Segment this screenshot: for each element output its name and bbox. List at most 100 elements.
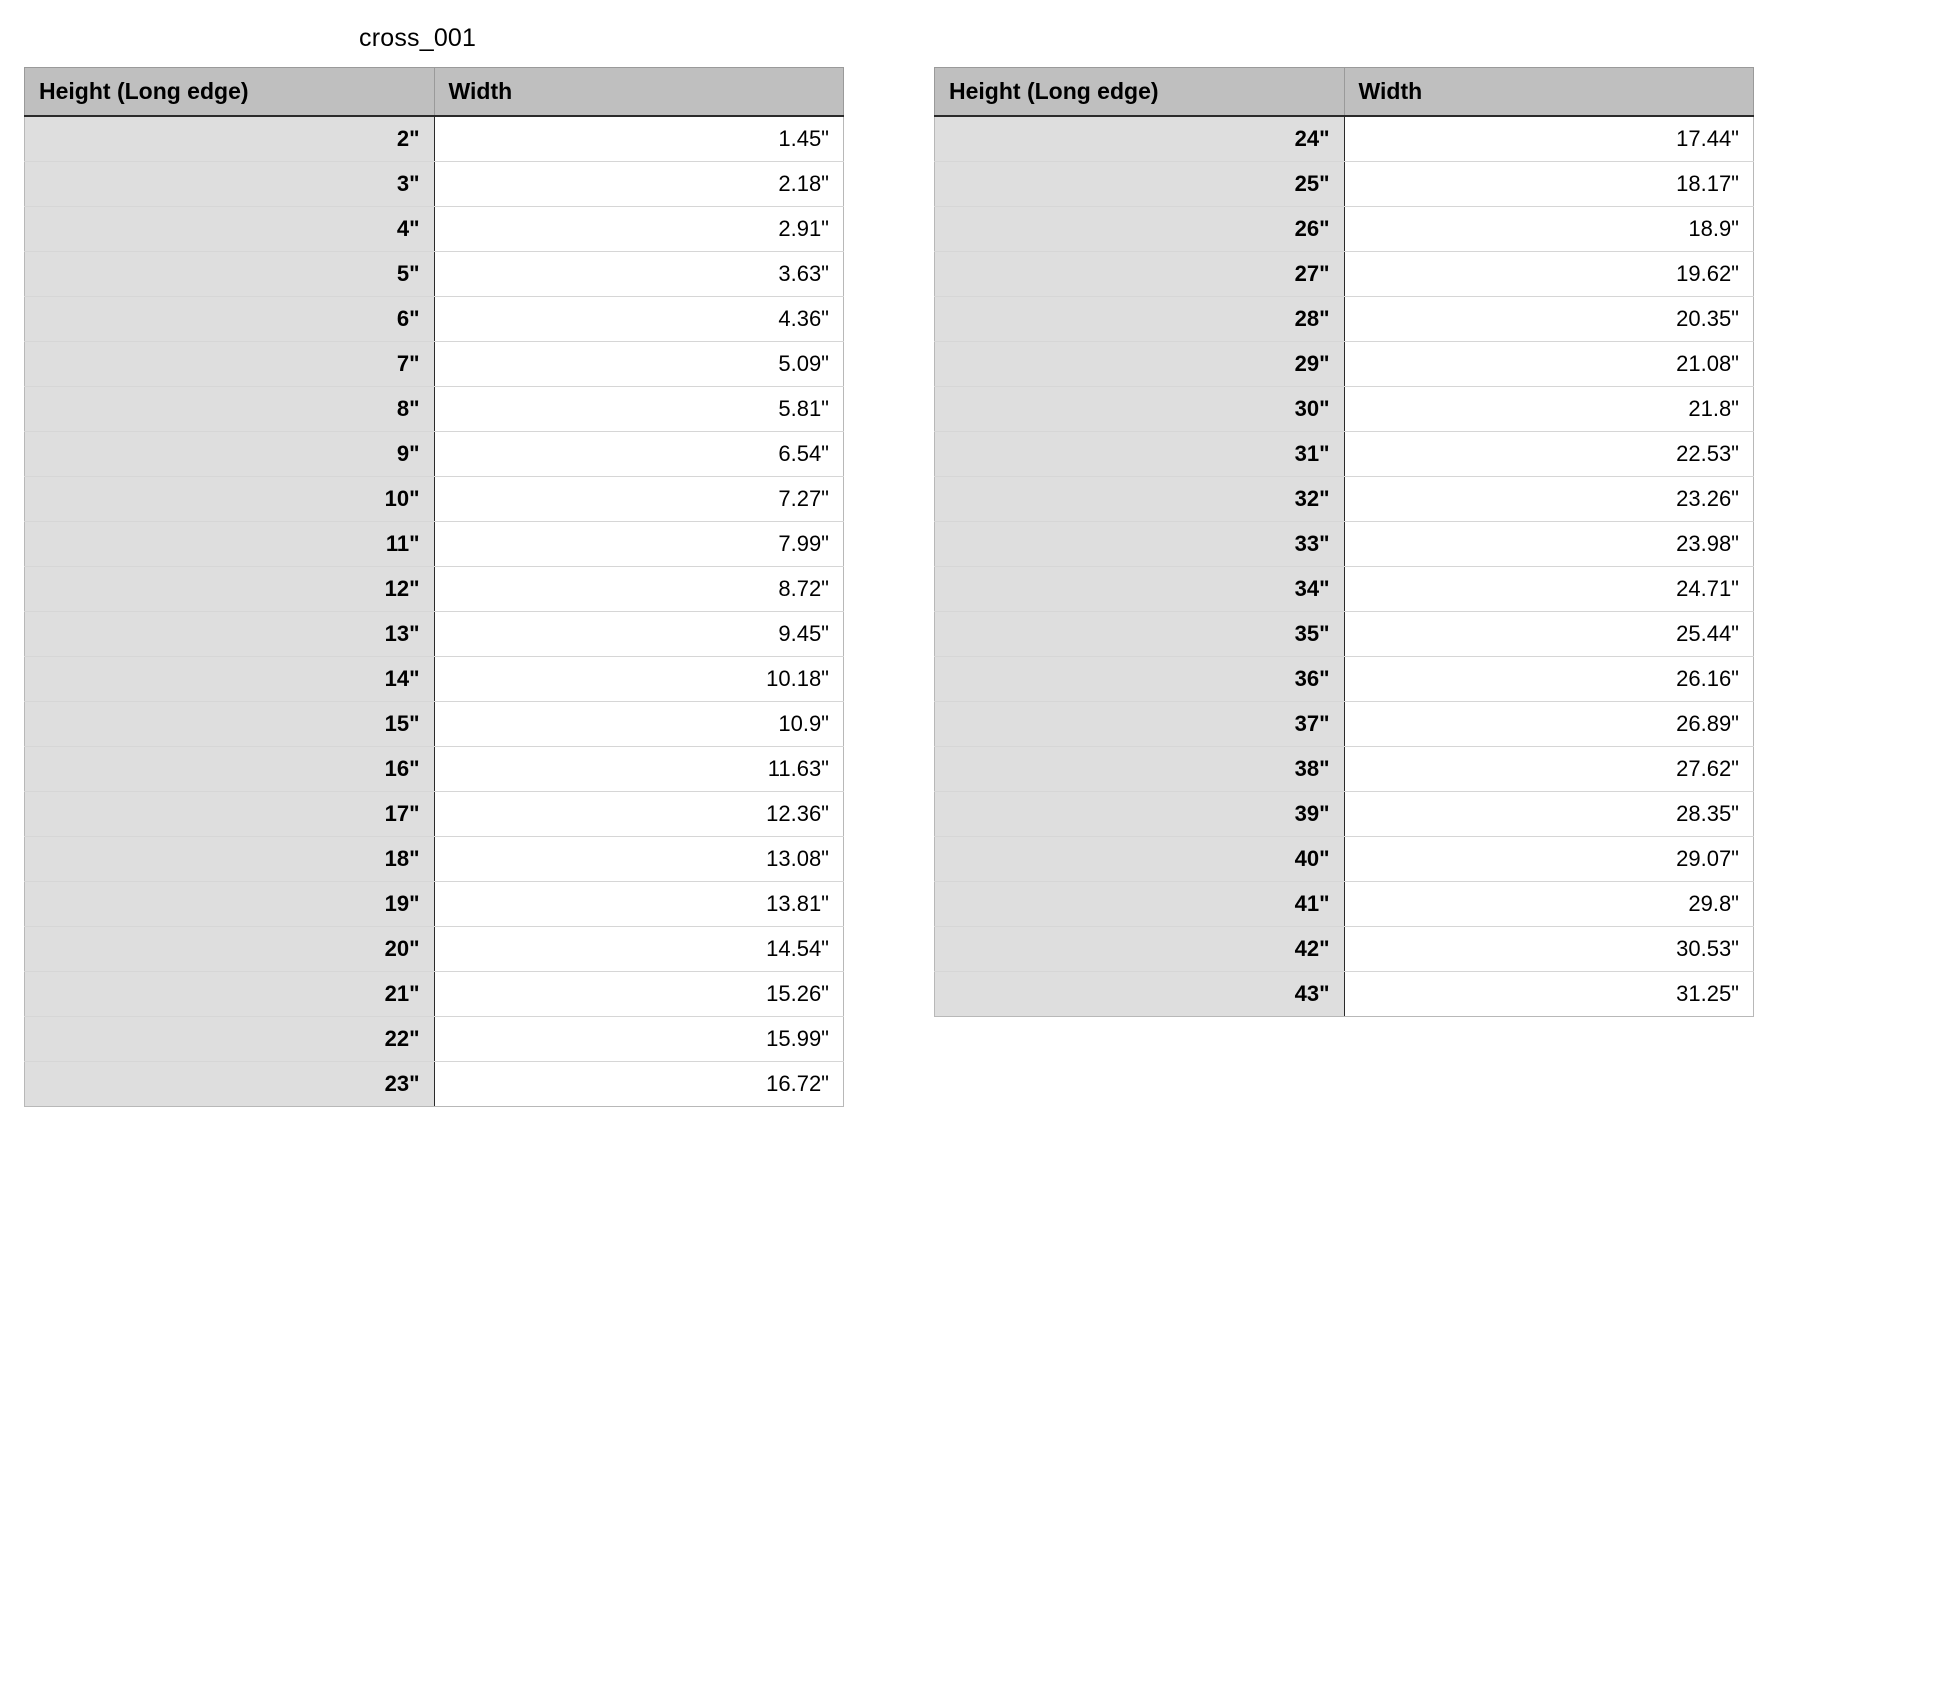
width-cell: 23.98": [1344, 522, 1754, 567]
height-cell: 15": [25, 702, 435, 747]
table-row: 16"11.63": [25, 747, 844, 792]
width-cell: 2.91": [434, 207, 844, 252]
height-cell: 22": [25, 1017, 435, 1062]
height-cell: 17": [25, 792, 435, 837]
table-row: 9"6.54": [25, 432, 844, 477]
table-row: 6"4.36": [25, 297, 844, 342]
table-row: 3"2.18": [25, 162, 844, 207]
table-row: 10"7.27": [25, 477, 844, 522]
dimensions-table-right: Height (Long edge) Width 24"17.44"25"18.…: [934, 67, 1754, 1017]
table-row: 32"23.26": [935, 477, 1754, 522]
height-cell: 24": [935, 116, 1345, 162]
width-cell: 7.99": [434, 522, 844, 567]
table-row: 27"19.62": [935, 252, 1754, 297]
table-row: 14"10.18": [25, 657, 844, 702]
table-row: 37"26.89": [935, 702, 1754, 747]
height-cell: 36": [935, 657, 1345, 702]
table-row: 43"31.25": [935, 972, 1754, 1017]
width-cell: 21.08": [1344, 342, 1754, 387]
width-cell: 4.36": [434, 297, 844, 342]
height-cell: 42": [935, 927, 1345, 972]
height-cell: 43": [935, 972, 1345, 1017]
height-cell: 21": [25, 972, 435, 1017]
table-row: 5"3.63": [25, 252, 844, 297]
table-body-right: 24"17.44"25"18.17"26"18.9"27"19.62"28"20…: [935, 116, 1754, 1017]
height-cell: 16": [25, 747, 435, 792]
table-row: 15"10.9": [25, 702, 844, 747]
height-cell: 39": [935, 792, 1345, 837]
table-row: 23"16.72": [25, 1062, 844, 1107]
table-row: 7"5.09": [25, 342, 844, 387]
table-row: 20"14.54": [25, 927, 844, 972]
table-row: 26"18.9": [935, 207, 1754, 252]
table-row: 41"29.8": [935, 882, 1754, 927]
width-cell: 18.17": [1344, 162, 1754, 207]
table-header-row: Height (Long edge) Width: [935, 68, 1754, 117]
width-cell: 31.25": [1344, 972, 1754, 1017]
height-cell: 41": [935, 882, 1345, 927]
width-cell: 28.35": [1344, 792, 1754, 837]
table-row: 2"1.45": [25, 116, 844, 162]
width-cell: 3.63": [434, 252, 844, 297]
height-cell: 20": [25, 927, 435, 972]
height-cell: 7": [25, 342, 435, 387]
table-row: 17"12.36": [25, 792, 844, 837]
width-cell: 2.18": [434, 162, 844, 207]
width-cell: 6.54": [434, 432, 844, 477]
width-cell: 21.8": [1344, 387, 1754, 432]
col-header-height: Height (Long edge): [25, 68, 435, 117]
width-cell: 29.07": [1344, 837, 1754, 882]
height-cell: 33": [935, 522, 1345, 567]
table-row: 31"22.53": [935, 432, 1754, 477]
width-cell: 20.35": [1344, 297, 1754, 342]
table-body-left: 2"1.45"3"2.18"4"2.91"5"3.63"6"4.36"7"5.0…: [25, 116, 844, 1107]
table-row: 35"25.44": [935, 612, 1754, 657]
width-cell: 13.81": [434, 882, 844, 927]
table-row: 34"24.71": [935, 567, 1754, 612]
height-cell: 25": [935, 162, 1345, 207]
height-cell: 6": [25, 297, 435, 342]
width-cell: 19.62": [1344, 252, 1754, 297]
height-cell: 12": [25, 567, 435, 612]
height-cell: 40": [935, 837, 1345, 882]
width-cell: 26.16": [1344, 657, 1754, 702]
height-cell: 3": [25, 162, 435, 207]
height-cell: 4": [25, 207, 435, 252]
height-cell: 8": [25, 387, 435, 432]
table-row: 30"21.8": [935, 387, 1754, 432]
width-cell: 30.53": [1344, 927, 1754, 972]
table-row: 8"5.81": [25, 387, 844, 432]
table-row: 39"28.35": [935, 792, 1754, 837]
table-row: 21"15.26": [25, 972, 844, 1017]
table-row: 25"18.17": [935, 162, 1754, 207]
height-cell: 37": [935, 702, 1345, 747]
height-cell: 35": [935, 612, 1345, 657]
table-row: 11"7.99": [25, 522, 844, 567]
width-cell: 17.44": [1344, 116, 1754, 162]
width-cell: 10.9": [434, 702, 844, 747]
width-cell: 1.45": [434, 116, 844, 162]
height-cell: 27": [935, 252, 1345, 297]
table-row: 4"2.91": [25, 207, 844, 252]
table-row: 24"17.44": [935, 116, 1754, 162]
height-cell: 13": [25, 612, 435, 657]
table-row: 40"29.07": [935, 837, 1754, 882]
width-cell: 22.53": [1344, 432, 1754, 477]
width-cell: 5.81": [434, 387, 844, 432]
table-row: 28"20.35": [935, 297, 1754, 342]
width-cell: 15.99": [434, 1017, 844, 1062]
dimensions-table-left: Height (Long edge) Width 2"1.45"3"2.18"4…: [24, 67, 844, 1107]
height-cell: 28": [935, 297, 1345, 342]
width-cell: 7.27": [434, 477, 844, 522]
height-cell: 30": [935, 387, 1345, 432]
page-title: cross_001: [24, 24, 1922, 53]
table-row: 29"21.08": [935, 342, 1754, 387]
height-cell: 18": [25, 837, 435, 882]
height-cell: 26": [935, 207, 1345, 252]
height-cell: 32": [935, 477, 1345, 522]
width-cell: 27.62": [1344, 747, 1754, 792]
width-cell: 24.71": [1344, 567, 1754, 612]
table-row: 12"8.72": [25, 567, 844, 612]
height-cell: 38": [935, 747, 1345, 792]
height-cell: 9": [25, 432, 435, 477]
